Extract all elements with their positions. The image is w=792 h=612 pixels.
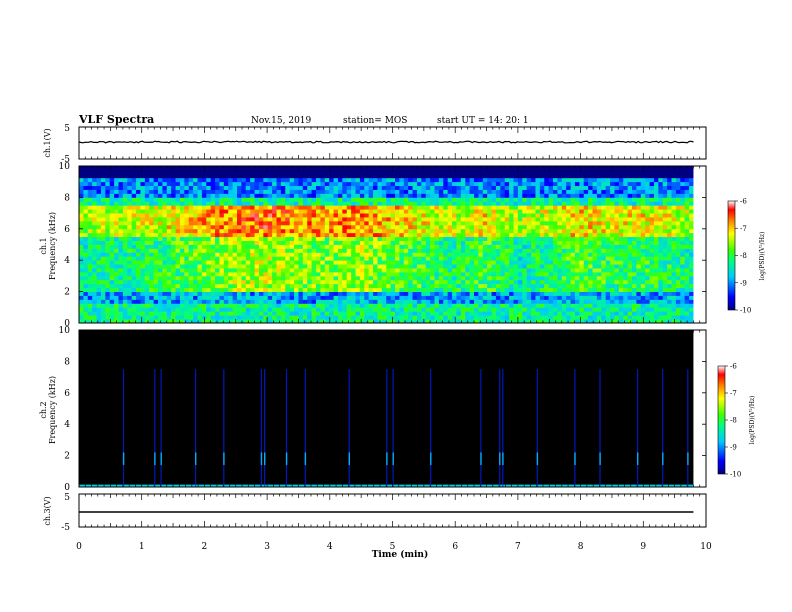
- ch1-colorbar-ticks: -6 -7 -8 -9 -10: [735, 198, 751, 315]
- ch1-waveform-panel: 5 -5 ch.1(V): [43, 124, 707, 165]
- colorbar-tick-label: -9: [730, 444, 737, 452]
- ch2-spectrogram-yticks: 0 2 4 6 8 10: [59, 326, 706, 493]
- colorbar-tick-label: -6: [740, 198, 747, 206]
- ch1-spectrogram-yticks: 0 2 4 6 8 10: [59, 162, 706, 329]
- ytick-label: 10: [59, 162, 71, 172]
- ch1-ytick-bottom: -5: [61, 155, 70, 165]
- xtick-label: 10: [700, 542, 712, 552]
- ytick-label: 10: [59, 326, 71, 336]
- ch2-colorbar-label: log(PSD)(V²/Hz): [749, 396, 756, 445]
- xtick-label: 3: [264, 542, 270, 552]
- colorbar-tick-label: -9: [740, 279, 747, 287]
- start-time-label: start UT = 14: 20: 1: [437, 116, 529, 126]
- ch3-waveform-ylabel: ch.3(V): [43, 496, 52, 525]
- xtick-label: 2: [202, 542, 208, 552]
- ytick-label: 0: [64, 319, 70, 329]
- xtick-label: 9: [640, 542, 646, 552]
- xtick-label: 7: [515, 542, 521, 552]
- ch1-spectrogram-panel: 0 2 4 6 8 10 ch.1 Frequency (kHz) -6 -7 -8 -9 -10…: [39, 162, 766, 329]
- ch2-spectrogram-panel: 0 2 4 6 8 10 ch.2 Frequency (kHz) -6 -7 -8 -9 -10…: [39, 326, 756, 493]
- ch2-spectrogram-ylabel-frequency: Frequency (kHz): [48, 376, 57, 444]
- ch3-ytick-top: 5: [64, 493, 70, 503]
- colorbar-tick-label: -10: [740, 307, 751, 315]
- time-axis-ticks: [78, 127, 707, 527]
- ch1-spectrogram-ylabel-frequency: Frequency (kHz): [48, 212, 57, 280]
- ytick-label: 6: [64, 225, 70, 235]
- ytick-label: 4: [64, 420, 70, 430]
- colorbar-tick-label: -8: [740, 252, 747, 260]
- ytick-label: 2: [64, 288, 70, 298]
- ch1-ytick-top: 5: [64, 124, 70, 134]
- xtick-label: 1: [139, 542, 145, 552]
- ytick-label: 2: [64, 452, 70, 462]
- ch1-waveform-trace: [78, 140, 694, 144]
- xtick-label: 8: [578, 542, 584, 552]
- colorbar-tick-label: -10: [730, 471, 741, 479]
- ch2-spectrogram-ylabel-channel: ch.2: [39, 401, 48, 418]
- time-axis-tick-labels: 0 1 2 3 4 5 6 7 8 9 10: [76, 542, 712, 552]
- ytick-label: 6: [64, 389, 70, 399]
- ch3-ytick-bottom: -5: [61, 523, 70, 533]
- ch1-waveform-ylabel: ch.1(V): [43, 128, 52, 157]
- figure-title: VLF Spectra: [78, 113, 154, 126]
- xtick-label: 6: [452, 542, 458, 552]
- xtick-label: 4: [327, 542, 333, 552]
- colorbar-tick-label: -6: [730, 363, 737, 371]
- ch2-colorbar: [717, 365, 726, 475]
- ch1-colorbar-label: log(PSD)(V²/Hz): [759, 232, 766, 281]
- ch1-spectrogram-image: [79, 166, 706, 324]
- ch2-colorbar-ticks: -6 -7 -8 -9 -10: [725, 363, 741, 479]
- colorbar-tick-label: -7: [730, 390, 737, 398]
- xtick-label: 0: [76, 542, 82, 552]
- station-label: station= MOS: [343, 116, 407, 126]
- ch2-spectrogram-image: [79, 330, 706, 488]
- colorbar-tick-label: -7: [740, 225, 747, 233]
- ytick-label: 8: [64, 357, 70, 367]
- xtick-label: 5: [390, 542, 396, 552]
- ytick-label: 0: [64, 483, 70, 493]
- ch1-colorbar: [727, 200, 736, 311]
- ch1-spectrogram-ylabel-channel: ch.1: [39, 237, 48, 254]
- ytick-label: 8: [64, 193, 70, 203]
- ytick-label: 4: [64, 256, 70, 266]
- colorbar-tick-label: -8: [730, 417, 737, 425]
- date-label: Nov.15, 2019: [251, 116, 312, 126]
- time-axis-label: Time (min): [372, 549, 429, 560]
- ch3-waveform-panel: 5 -5 ch.3(V): [43, 493, 707, 533]
